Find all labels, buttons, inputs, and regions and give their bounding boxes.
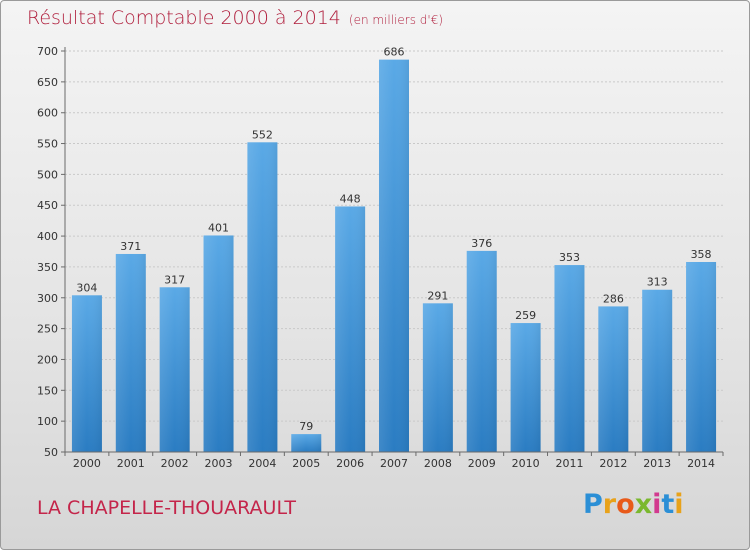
x-tick-label: 2003: [205, 457, 233, 470]
commune-name: LA CHAPELLE-THOUARAULT: [37, 497, 297, 519]
data-label-2002: 317: [164, 273, 185, 286]
y-tick-label: 50: [44, 446, 58, 459]
bar-shine: [291, 434, 322, 452]
y-tick-label: 200: [37, 353, 58, 366]
y-tick-label: 650: [37, 76, 58, 89]
chart-subtitle: (en milliers d'€): [348, 13, 444, 27]
y-tick-label: 350: [37, 261, 58, 274]
x-tick-label: 2007: [380, 457, 408, 470]
chart-title: Résultat Comptable 2000 à 2014 (en millie…: [27, 7, 443, 29]
y-tick-label: 150: [37, 384, 58, 397]
bars: [71, 59, 717, 452]
data-label-2008: 291: [427, 289, 448, 302]
x-tick-label: 2008: [424, 457, 452, 470]
x-tick-label: 2014: [687, 457, 715, 470]
logo-letter: i: [652, 489, 662, 520]
data-label-2007: 686: [384, 46, 405, 59]
bar-shine: [642, 289, 673, 452]
y-tick-label: 300: [37, 292, 58, 305]
data-label-2006: 448: [340, 192, 361, 205]
y-tick-label: 400: [37, 230, 58, 243]
logo-letter: P: [583, 489, 603, 520]
logo-letter: i: [674, 489, 684, 520]
x-tick-label: 2009: [468, 457, 496, 470]
x-tick-label: 2012: [599, 457, 627, 470]
bar-shine: [554, 265, 585, 452]
data-label-2013: 313: [647, 276, 668, 289]
chart-title-text: Résultat Comptable 2000 à 2014: [27, 7, 341, 29]
bar-shine: [335, 206, 366, 452]
x-tick-label: 2001: [117, 457, 145, 470]
y-tick-label: 450: [37, 199, 58, 212]
x-tick-label: 2013: [643, 457, 671, 470]
proxiti-logo: Proxiti: [583, 489, 684, 520]
y-tick-label: 550: [37, 138, 58, 151]
data-label-2012: 286: [603, 292, 624, 305]
logo-letter: x: [634, 489, 653, 520]
bar-shine: [115, 253, 146, 452]
data-label-2001: 371: [120, 240, 141, 253]
x-tick-label: 2002: [161, 457, 189, 470]
bar-shine: [71, 295, 102, 452]
logo-letter: t: [661, 489, 675, 520]
bar-shine: [159, 287, 190, 452]
bar-shine: [422, 303, 453, 452]
bar-shine: [379, 59, 409, 452]
axes: [64, 47, 723, 453]
x-tick-label: 2011: [555, 457, 583, 470]
y-tick-label: 600: [37, 107, 58, 120]
data-label-2014: 358: [691, 248, 712, 261]
bar-shine: [247, 142, 278, 452]
y-tick-label: 100: [37, 415, 58, 428]
logo-letter: o: [616, 489, 635, 520]
y-tick-label: 500: [37, 168, 58, 181]
data-label-2009: 376: [471, 237, 492, 250]
x-tick-label: 2000: [73, 457, 101, 470]
data-label-2003: 401: [208, 221, 229, 234]
y-axis-ticks: 50 100 150 200 250 300 350 400 450 500 550 600 650 70…: [37, 45, 65, 459]
data-label-2004: 552: [252, 128, 273, 141]
x-tick-label: 2006: [336, 457, 364, 470]
logo-letter: r: [602, 489, 617, 520]
data-label-2005: 79: [299, 420, 313, 433]
bar-shine: [203, 235, 234, 452]
data-label-2010: 259: [515, 309, 536, 322]
y-tick-label: 250: [37, 323, 58, 336]
data-labels: 304 371 317 401 552 79 448 686 291 376 259 353 286 31…: [76, 46, 711, 433]
x-axis-ticks: 2000 2001 2002 2003 2004 2005 2006 2007 2008 2009…: [64, 452, 724, 470]
x-tick-label: 2010: [512, 457, 540, 470]
data-label-2011: 353: [559, 251, 580, 264]
y-tick-label: 700: [37, 45, 58, 58]
x-tick-label: 2004: [248, 457, 276, 470]
x-tick-label: 2005: [292, 457, 320, 470]
bar-shine: [510, 323, 541, 452]
bar-shine: [686, 261, 717, 452]
bar-shine: [598, 306, 629, 452]
bar-shine: [466, 250, 497, 452]
data-label-2000: 304: [76, 281, 97, 294]
